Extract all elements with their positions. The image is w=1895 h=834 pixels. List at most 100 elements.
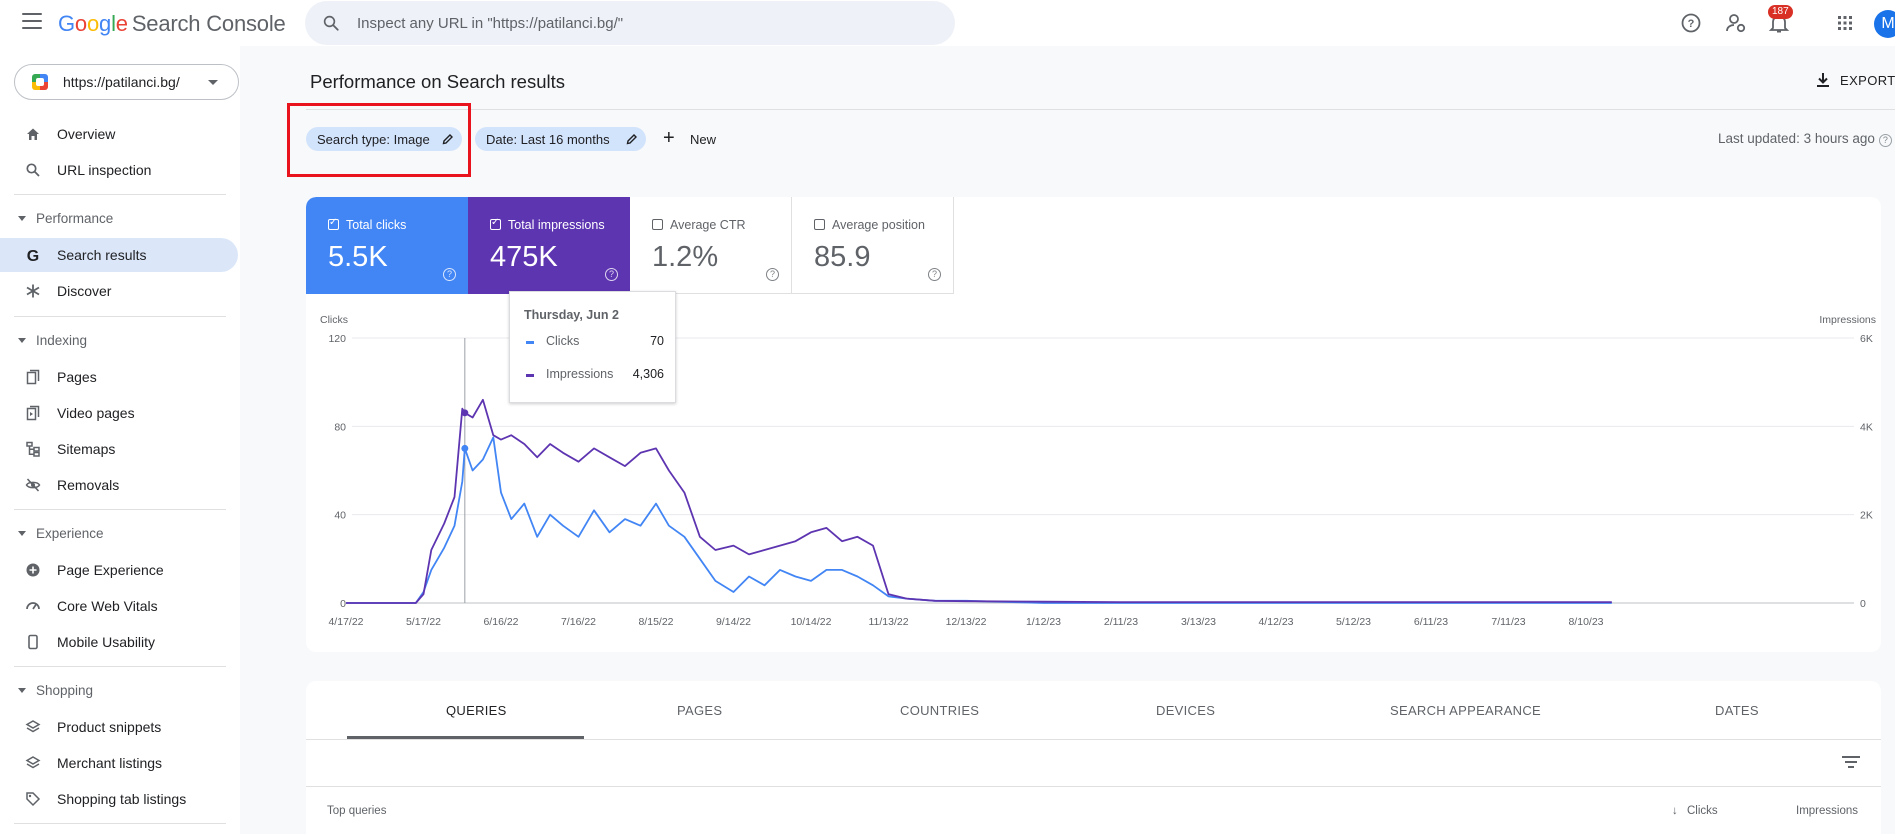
sidebar-item-shopping-tab-listings[interactable]: Shopping tab listings <box>0 782 238 816</box>
checkbox-icon[interactable] <box>490 217 501 230</box>
tab-label: DEVICES <box>1156 703 1216 718</box>
divider <box>14 823 226 824</box>
sidebar-item-pages[interactable]: Pages <box>0 360 238 394</box>
tab-queries[interactable]: QUERIES <box>347 681 584 739</box>
sidebar-item-merchant-listings[interactable]: Merchant listings <box>0 746 238 780</box>
tooltip-row-impressions: Impressions 4,306 <box>524 367 664 383</box>
sidebar-item-product-snippets[interactable]: Product snippets <box>0 710 238 744</box>
section-experience[interactable]: Experience <box>0 521 238 547</box>
metric-total-impressions[interactable]: Total impressions 475K ? <box>468 197 630 294</box>
x-tick-label: 10/14/22 <box>791 616 832 628</box>
column-header-impressions[interactable]: Impressions <box>1796 805 1858 817</box>
y-tick-label-left: 80 <box>334 421 346 433</box>
chevron-down-icon <box>208 80 218 85</box>
search-icon <box>323 15 339 31</box>
help-icon[interactable]: ? <box>605 268 618 281</box>
dimension-tabs-card: QUERIES PAGES COUNTRIES DEVICES SEARCH A… <box>306 681 1881 834</box>
filter-chip-search-type[interactable]: Search type: Image <box>306 127 462 151</box>
divider <box>14 194 226 195</box>
y-tick-label-right: 0 <box>1860 598 1866 610</box>
logo-letter: o <box>74 11 87 36</box>
app-logo[interactable]: Google Search Console <box>58 11 286 37</box>
tab-countries[interactable]: COUNTRIES <box>821 681 1058 739</box>
logo-letter: o <box>86 11 100 36</box>
tab-label: PAGES <box>677 703 723 718</box>
sidebar-item-search-results[interactable]: G Search results <box>0 238 238 272</box>
collapse-arrow-icon <box>18 688 26 693</box>
x-tick-label: 4/12/23 <box>1258 616 1293 628</box>
help-icon[interactable]: ? <box>443 268 456 281</box>
checkbox-icon[interactable] <box>814 219 825 230</box>
sidebar-item-page-experience[interactable]: Page Experience <box>0 553 238 587</box>
help-icon[interactable]: ? <box>1678 10 1704 36</box>
section-indexing[interactable]: Indexing <box>0 328 238 354</box>
filter-rows-icon[interactable] <box>1842 756 1860 770</box>
sidebar-item-label: Sitemaps <box>57 441 116 457</box>
svg-text:G: G <box>27 248 39 263</box>
series-swatch <box>526 374 534 377</box>
sidebar-item-overview[interactable]: Overview <box>0 117 238 151</box>
tab-pages[interactable]: PAGES <box>584 681 821 739</box>
checkbox-icon[interactable] <box>652 219 663 230</box>
sort-arrow-icon[interactable]: ↓ <box>1672 805 1678 817</box>
search-icon <box>26 163 40 177</box>
filter-chip-date[interactable]: Date: Last 16 months <box>475 127 646 151</box>
metric-label: Total impressions <box>508 218 605 232</box>
sidebar-item-mobile-usability[interactable]: Mobile Usability <box>0 625 238 659</box>
notification-badge: 187 <box>1768 5 1793 19</box>
metric-average-ctr[interactable]: Average CTR 1.2% ? <box>630 197 792 294</box>
video-pages-icon <box>26 405 40 421</box>
performance-line-chart[interactable]: 0 40 80 120 0 2K 4K 6K Clicks Impressions 4/17/22 5… <box>306 197 1881 652</box>
section-performance[interactable]: Performance <box>0 206 238 232</box>
x-tick-label: 4/17/22 <box>328 616 363 628</box>
url-inspect-search[interactable] <box>305 1 955 45</box>
logo-letter: g <box>99 11 112 36</box>
column-header-clicks[interactable]: Clicks <box>1687 805 1718 817</box>
sidebar-item-label: Page Experience <box>57 562 164 578</box>
metric-value: 475K <box>490 241 558 273</box>
menu-icon[interactable] <box>22 13 42 31</box>
tab-search-appearance[interactable]: SEARCH APPEARANCE <box>1295 681 1605 739</box>
section-label: Performance <box>36 211 114 226</box>
apps-grid-icon[interactable] <box>1832 10 1858 36</box>
google-g-icon: G <box>27 248 39 263</box>
y-tick-label-right: 4K <box>1860 421 1873 433</box>
avatar[interactable]: M <box>1874 10 1895 38</box>
x-tick-label: 2/11/23 <box>1104 616 1138 628</box>
sidebar-item-label: Pages <box>57 369 97 385</box>
tag-icon <box>26 792 41 807</box>
last-updated: Last updated: 3 hours ago? <box>1718 131 1892 147</box>
property-url: https://patilanci.bg/ <box>63 74 180 90</box>
user-settings-icon[interactable] <box>1723 10 1749 36</box>
metric-average-position[interactable]: Average position 85.9 ? <box>792 197 954 294</box>
metric-label: Average CTR <box>670 218 746 232</box>
checkbox-icon[interactable] <box>328 217 339 230</box>
divider <box>306 739 1881 740</box>
divider <box>14 666 226 667</box>
property-selector[interactable]: https://patilanci.bg/ <box>14 64 239 100</box>
sidebar-item-label: Mobile Usability <box>57 634 156 650</box>
tab-label: SEARCH APPEARANCE <box>1390 703 1542 718</box>
section-shopping[interactable]: Shopping <box>0 678 238 704</box>
sidebar-item-removals[interactable]: Removals <box>0 468 238 502</box>
x-tick-label: 8/15/22 <box>638 616 673 628</box>
sidebar-item-url-inspection[interactable]: URL inspection <box>0 153 238 187</box>
tab-devices[interactable]: DEVICES <box>1058 681 1295 739</box>
section-label: Shopping <box>36 683 94 698</box>
sidebar-item-label: URL inspection <box>57 162 152 178</box>
tooltip-series-value: 70 <box>650 334 664 348</box>
metric-value: 1.2% <box>652 241 719 273</box>
help-icon[interactable]: ? <box>766 268 779 281</box>
sidebar-item-video-pages[interactable]: Video pages <box>0 396 238 430</box>
tab-label: COUNTRIES <box>900 703 980 718</box>
sidebar-item-sitemaps[interactable]: Sitemaps <box>0 432 238 466</box>
help-icon[interactable]: ? <box>928 268 941 281</box>
section-label: Experience <box>36 526 104 541</box>
search-input[interactable] <box>357 11 937 35</box>
sidebar-item-core-web-vitals[interactable]: Core Web Vitals <box>0 589 238 623</box>
help-icon[interactable]: ? <box>1878 134 1892 147</box>
metric-total-clicks[interactable]: Total clicks 5.5K ? <box>306 197 468 294</box>
tab-dates[interactable]: DATES <box>1605 681 1855 739</box>
page-title: Performance on Search results <box>310 71 566 92</box>
sidebar-item-discover[interactable]: Discover <box>0 274 238 308</box>
